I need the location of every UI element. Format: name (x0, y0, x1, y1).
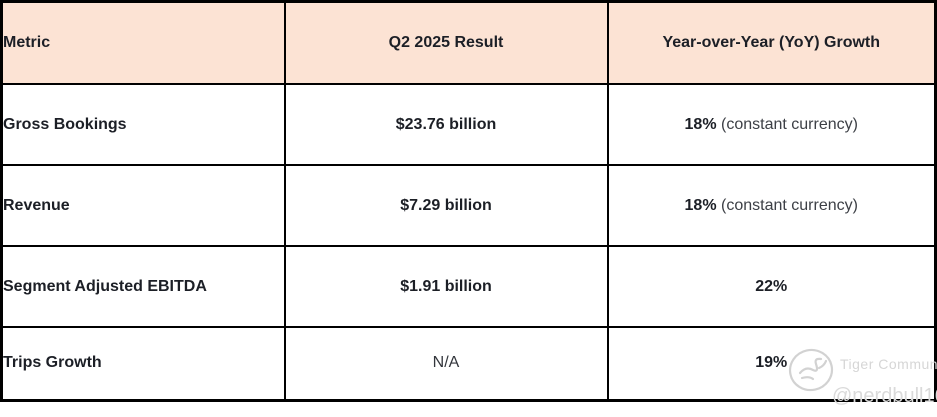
cell-growth-gross-bookings: 18% (constant currency) (606, 83, 937, 166)
growth-value: 18% (684, 196, 717, 214)
growth-value: 19% (755, 354, 788, 372)
table-row-gross-bookings: Gross Bookings $23.76 billion 18% (const… (0, 83, 937, 166)
cell-result-trips-growth: N/A (283, 326, 609, 401)
cell-metric-gross-bookings: Gross Bookings (0, 83, 286, 166)
cell-result-segment-adjusted-ebitda: $1.91 billion (283, 245, 609, 328)
cell-metric-segment-adjusted-ebitda: Segment Adjusted EBITDA (0, 245, 286, 328)
cell-result-revenue: $7.29 billion (283, 164, 609, 247)
column-header-q2-2025-result: Q2 2025 Result (283, 0, 609, 85)
cell-result-gross-bookings: $23.76 billion (283, 83, 609, 166)
cell-metric-trips-growth: Trips Growth (0, 326, 286, 401)
financial-results-table: Metric Q2 2025 Result Year-over-Year (Yo… (0, 0, 937, 402)
table-row-revenue: Revenue $7.29 billion 18% (constant curr… (0, 164, 937, 247)
cell-growth-segment-adjusted-ebitda: 22% (606, 245, 937, 328)
growth-note: (constant currency) (716, 196, 858, 214)
table-row-trips-growth: Trips Growth N/A 19% (0, 326, 937, 401)
table-header-row: Metric Q2 2025 Result Year-over-Year (Yo… (0, 0, 937, 85)
table-row-segment-adjusted-ebitda: Segment Adjusted EBITDA $1.91 billion 22… (0, 245, 937, 328)
column-header-metric: Metric (0, 0, 286, 85)
growth-value: 18% (684, 115, 717, 133)
cell-growth-revenue: 18% (constant currency) (606, 164, 937, 247)
growth-note: (constant currency) (716, 115, 858, 133)
column-header-yoy-growth: Year-over-Year (YoY) Growth (606, 0, 937, 85)
cell-metric-revenue: Revenue (0, 164, 286, 247)
growth-value: 22% (755, 277, 788, 295)
cell-growth-trips-growth: 19% (606, 326, 937, 401)
